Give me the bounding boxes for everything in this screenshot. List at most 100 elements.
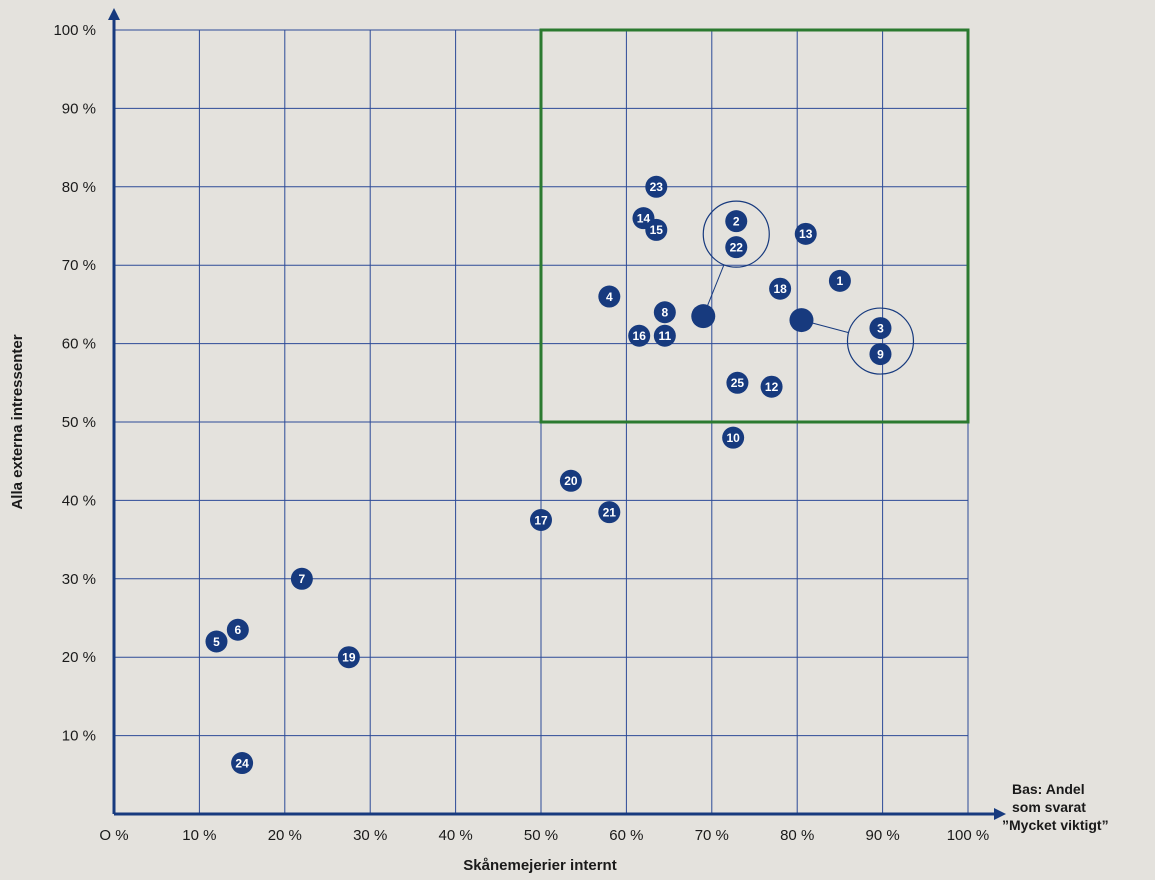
highlight-region — [539, 28, 970, 424]
data-point: 16 — [628, 324, 651, 347]
point-marker — [530, 509, 552, 531]
point-marker — [653, 301, 676, 324]
data-point: 4 — [598, 285, 621, 308]
point-label: 18 — [773, 282, 787, 296]
point-marker — [869, 317, 892, 340]
data-point: 13 — [794, 222, 817, 245]
y-axis-title: Alla externa intressenter — [9, 334, 26, 509]
data-point: 20 — [559, 469, 582, 492]
y-tick-label: 40 % — [62, 492, 96, 509]
data-point: 8 — [653, 301, 676, 324]
data-point: 10 — [722, 426, 745, 449]
point-marker — [725, 236, 748, 259]
y-tick-label: 90 % — [62, 100, 96, 117]
point-marker — [290, 567, 313, 590]
x-axis-arrow — [994, 808, 1006, 820]
y-tick-label: 30 % — [62, 571, 96, 588]
point-label: 20 — [564, 474, 578, 488]
point-label: 24 — [235, 756, 249, 770]
data-point: 25 — [726, 371, 749, 394]
y-tick-label: 80 % — [62, 179, 96, 196]
base-note-line-3: ”Mycket viktigt” — [1002, 817, 1109, 833]
x-tick-label: 30 % — [353, 827, 387, 844]
x-tick-label: 40 % — [438, 827, 472, 844]
base-note-line-2: som svarat — [1012, 799, 1086, 815]
point-marker — [760, 375, 783, 398]
point-label: 12 — [765, 380, 779, 394]
point-label: 25 — [731, 376, 745, 390]
x-tick-labels: O % 10 % 20 % 30 % 40 % 50 % 60 % 70 % 80 % 90 % 1… — [99, 827, 989, 844]
point-marker — [231, 752, 254, 775]
point-marker — [769, 277, 792, 300]
data-point: 7 — [290, 567, 313, 590]
point-marker — [722, 426, 745, 449]
point-label: 21 — [603, 505, 617, 519]
data-point: 15 — [645, 218, 668, 241]
data-point: 23 — [645, 175, 668, 198]
point-label: 16 — [633, 329, 647, 343]
x-tick-label: 50 % — [524, 827, 558, 844]
point-marker — [598, 501, 621, 524]
group-marker — [789, 308, 814, 333]
point-label: 5 — [213, 635, 220, 649]
data-point: 2 — [725, 210, 748, 233]
point-label: 14 — [637, 211, 651, 225]
point-group: 222 — [691, 200, 770, 329]
axes — [108, 8, 1006, 820]
data-point: 11 — [653, 324, 676, 347]
point-label: 23 — [650, 180, 664, 194]
base-note-line-1: Bas: Andel — [1012, 781, 1085, 797]
point-label: 17 — [534, 513, 548, 527]
data-point: 21 — [598, 501, 621, 524]
y-tick-label: 70 % — [62, 257, 96, 274]
point-label: 8 — [661, 306, 668, 320]
x-axis-title: Skånemejerier internt — [463, 857, 616, 874]
y-axis-arrow — [108, 8, 120, 20]
x-tick-label: 90 % — [865, 827, 899, 844]
data-point: 5 — [205, 630, 228, 653]
point-marker — [337, 646, 360, 669]
group-callout — [846, 307, 915, 375]
point-label: 22 — [730, 240, 744, 254]
point-marker — [645, 175, 668, 198]
x-tick-label: 80 % — [780, 827, 814, 844]
data-point: 18 — [769, 277, 792, 300]
point-marker — [725, 210, 748, 233]
group-callout — [702, 200, 770, 268]
point-label: 2 — [733, 214, 740, 228]
data-point: 12 — [760, 375, 783, 398]
point-label: 11 — [658, 329, 671, 343]
point-marker — [559, 469, 582, 492]
y-tick-label: 10 % — [62, 728, 96, 745]
data-point: 19 — [337, 646, 360, 669]
point-label: 7 — [299, 572, 306, 586]
point-marker — [869, 343, 892, 366]
point-marker — [794, 222, 817, 245]
data-point: 22 — [725, 236, 748, 259]
data-point: 6 — [226, 618, 249, 641]
x-tick-label: 60 % — [609, 827, 643, 844]
data-point: 9 — [869, 343, 892, 366]
x-tick-label: 100 % — [947, 827, 990, 844]
point-label: 9 — [877, 347, 884, 361]
point-marker — [226, 618, 249, 641]
data-point: 1 — [828, 269, 851, 292]
point-label: 10 — [726, 431, 740, 445]
x-tick-label: 70 % — [695, 827, 729, 844]
point-label: 1 — [837, 274, 844, 288]
point-marker — [726, 371, 749, 394]
point-label: 3 — [877, 321, 884, 335]
point-label: 15 — [650, 223, 664, 237]
y-tick-label: 50 % — [62, 414, 96, 431]
data-point: 17 — [530, 509, 552, 531]
y-tick-label: 20 % — [62, 649, 96, 666]
data-point: 24 — [231, 752, 254, 775]
y-tick-label: 60 % — [62, 336, 96, 353]
y-tick-labels: 10 % 20 % 30 % 40 % 50 % 60 % 70 % 80 % 90 % 100 … — [53, 22, 96, 745]
x-tick-label: O % — [99, 827, 128, 844]
y-tick-label: 100 % — [53, 22, 96, 39]
point-label: 19 — [342, 651, 356, 665]
